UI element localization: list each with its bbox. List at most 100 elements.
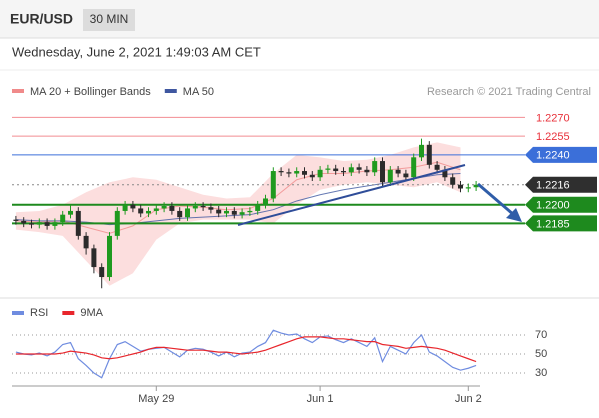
candle-body (395, 169, 401, 174)
candle-body (333, 168, 339, 172)
y-tick-label: 30 (535, 367, 547, 379)
candle-body (473, 184, 479, 188)
candle-body (130, 204, 136, 209)
candle-body (341, 171, 346, 173)
legend-swatch (62, 311, 75, 315)
symbol: EUR/USD (10, 11, 73, 27)
candle-body (52, 222, 58, 226)
candle-body (216, 209, 222, 214)
legend-label: MA 20 + Bollinger Bands (30, 86, 151, 98)
candle-body (294, 171, 300, 174)
candle-body (114, 210, 120, 236)
candle-body (270, 171, 276, 199)
candle-body (263, 198, 268, 205)
level-label: 1.2240 (536, 150, 570, 162)
level-label: 1.2255 (536, 131, 570, 143)
candle-body (13, 219, 19, 221)
candle-body (231, 210, 237, 215)
legend-swatch (12, 89, 24, 93)
ma-line (15, 161, 461, 234)
candle-body (465, 187, 471, 189)
candle-body (99, 267, 105, 278)
trend-line (237, 164, 466, 226)
interval: 30 MIN (90, 12, 129, 26)
level-badge (525, 196, 597, 213)
candle-body (458, 184, 463, 189)
candle-body (239, 212, 245, 215)
legend-swatch (12, 311, 24, 315)
level-badge (525, 215, 597, 232)
candle-body (411, 157, 417, 178)
mid-layer: 70 50 30 RSI 9MA May 29 Jun 1 Jun 2 (12, 138, 547, 405)
candle-body (192, 205, 198, 209)
level-label: 1.2270 (536, 112, 570, 124)
candle-body (44, 222, 50, 226)
timestamp: Wednesday, June 2, 2021 1:49:03 AM CET (12, 44, 261, 59)
level-badge (525, 146, 597, 163)
bollinger-band (15, 142, 461, 286)
under-layer (12, 116, 525, 286)
candle-body (325, 168, 331, 170)
candle-body (348, 167, 354, 173)
candle-body (68, 210, 73, 215)
arrow-head (506, 208, 522, 222)
candle-body (60, 214, 66, 223)
candle-body (426, 144, 432, 165)
candle-body (380, 161, 385, 183)
candle-body (286, 172, 292, 174)
y-tick-label: 50 (535, 348, 547, 360)
candle-body (185, 208, 190, 218)
candle-body (146, 210, 151, 214)
level-label: 1.2200 (536, 200, 570, 212)
candle-body (434, 164, 440, 170)
candle-body (317, 169, 323, 178)
candle-body (387, 169, 393, 183)
indicator-line (15, 336, 477, 363)
legend-label: 9MA (80, 307, 103, 319)
candle-body (224, 210, 229, 214)
candle-body (83, 235, 89, 249)
candle-body (364, 169, 370, 173)
candle-body (403, 173, 409, 178)
level-label: 1.2185 (536, 218, 570, 230)
candle-body (247, 210, 253, 213)
candle-body (122, 204, 128, 211)
interval-badge (83, 9, 135, 31)
candle-body (75, 210, 81, 236)
candle-body (177, 210, 183, 218)
candle-body (208, 207, 214, 210)
candle-body (138, 208, 144, 214)
forecast-arrow (477, 182, 515, 217)
candle-body (356, 167, 362, 170)
y-tick-label: 70 (535, 329, 547, 341)
candle-body (419, 144, 424, 158)
legend-label: RSI (30, 307, 48, 319)
candle-body (309, 174, 315, 178)
candle-body (29, 223, 34, 225)
legend-swatch (164, 89, 177, 93)
credit: Research © 2021 Trading Central (427, 86, 591, 98)
level-label: 1.2216 (536, 180, 570, 192)
candle-body (278, 171, 284, 173)
candle-body (36, 222, 42, 225)
candle-body (169, 205, 175, 211)
over-layer: MA 20 + Bollinger Bands MA 50 Research © 2… (12, 86, 597, 232)
candle-body (161, 205, 167, 209)
candle-body (442, 169, 448, 178)
level-badge (525, 176, 597, 193)
candle-body (255, 204, 261, 211)
candle-body (372, 161, 378, 173)
candle-body (21, 220, 27, 224)
candle-body (153, 208, 159, 211)
x-tick-label: Jun 1 (307, 393, 334, 405)
candle-body (91, 248, 97, 268)
indicator-line (15, 329, 477, 379)
candle-body (302, 171, 307, 175)
candle-body (107, 235, 112, 278)
legend-label: MA 50 (183, 86, 214, 98)
candle-body (200, 205, 206, 208)
x-tick-label: May 29 (138, 393, 174, 405)
candle-body (450, 177, 456, 185)
x-tick-label: Jun 2 (455, 393, 482, 405)
